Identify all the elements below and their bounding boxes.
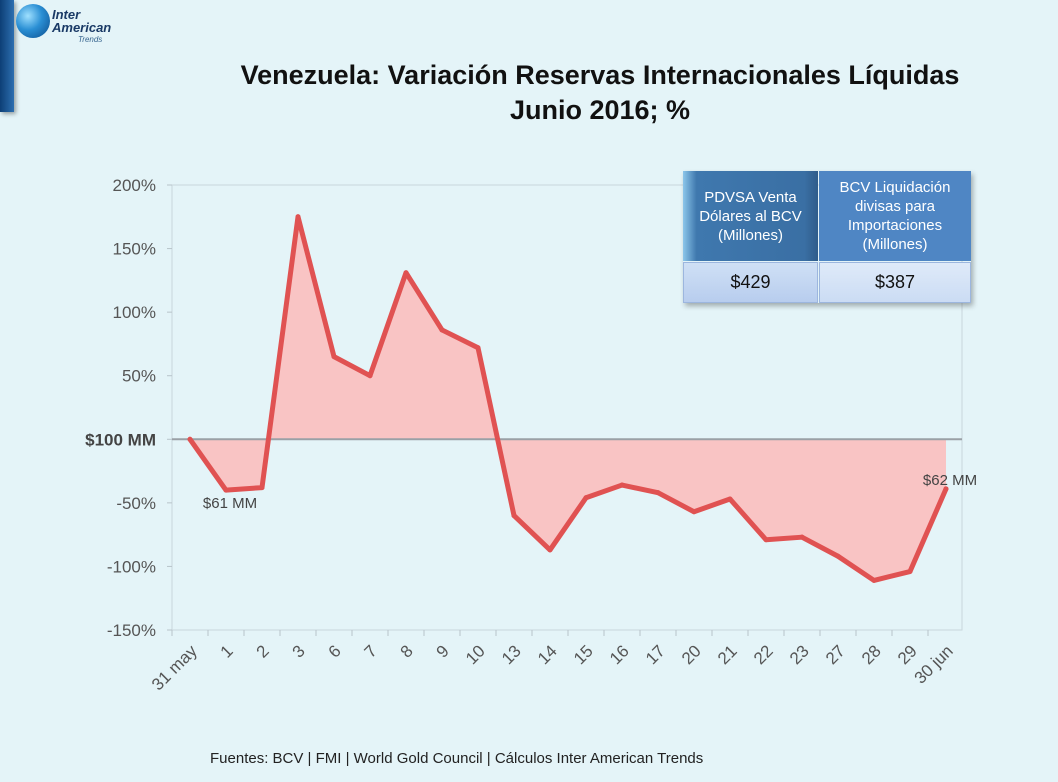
y-tick-label: -100% [107,557,156,576]
data-point [727,496,733,502]
data-point [403,270,409,276]
x-tick-label: 15 [570,641,597,668]
source-note: Fuentes: BCV | FMI | World Gold Council … [210,750,704,767]
data-point [439,327,445,333]
logo-text-trends: Trends [78,35,103,44]
data-point [907,569,913,575]
x-tick-label: 30 jun [911,641,957,687]
y-tick-label: $100 MM [85,430,156,449]
data-point [295,214,301,220]
area-fill [190,216,946,581]
data-point [871,577,877,583]
table-value-bcv: $387 [819,262,971,303]
x-tick-label: 21 [714,641,741,668]
x-tick-label: 1 [217,641,237,661]
data-point [331,354,337,360]
data-line [187,214,949,583]
flows-table: PDVSA Venta Dólares al BCV (Millones) BC… [683,171,971,303]
x-tick-label: 16 [606,641,633,668]
table-header-pdvsa: PDVSA Venta Dólares al BCV (Millones) [683,171,818,261]
globe-icon [16,4,50,38]
data-point [619,482,625,488]
y-tick-label: -150% [107,621,156,640]
title-line-1: Venezuela: Variación Reservas Internacio… [240,60,960,90]
x-tick-label: 28 [858,641,885,668]
x-tick-label: 31 may [148,641,201,694]
x-tick-label: 10 [462,641,489,668]
logo-bar [0,0,14,112]
x-tick-label: 20 [678,641,705,668]
data-point [475,345,481,351]
y-tick-label: 50% [122,367,156,386]
chart-title: Venezuela: Variación Reservas Internacio… [160,58,1040,128]
data-point [835,553,841,559]
data-point [367,373,373,379]
title-line-2: Junio 2016; % [509,95,691,125]
data-point [943,486,949,492]
data-point [691,509,697,515]
data-annotation: $62 MM [923,472,977,489]
x-tick-label: 9 [433,641,453,661]
x-tick-label: 3 [289,641,309,661]
logo-text-american: American [52,20,112,35]
table-value-pdvsa: $429 [683,262,818,303]
y-tick-label: 200% [113,176,156,195]
data-point [799,534,805,540]
x-tick-label: 14 [534,641,561,668]
x-tick-label: 2 [253,641,273,661]
x-tick-label: 23 [786,641,813,668]
logo-text-inter: Inter [52,7,81,22]
x-tick-label: 27 [822,641,849,668]
data-point [511,513,517,519]
x-tick-label: 7 [361,641,381,661]
data-point [655,490,661,496]
y-tick-label: 100% [113,303,156,322]
x-tick-label: 13 [498,641,525,668]
table-header-bcv: BCV Liquidación divisas para Importacion… [819,171,971,261]
x-tick-label: 22 [750,641,777,668]
x-tick-label: 29 [894,641,921,668]
data-point [583,495,589,501]
y-tick-label: -50% [116,494,156,513]
x-tick-label: 8 [397,641,417,661]
data-point [547,547,553,553]
data-point [223,487,229,493]
data-point [259,485,265,491]
data-annotation: $61 MM [203,495,257,512]
inter-american-trends-logo: Inter American Trends [16,4,126,46]
x-tick-label: 6 [325,641,345,661]
y-tick-label: 150% [113,240,156,259]
data-point [763,537,769,543]
x-tick-label: 17 [642,641,669,668]
data-point [187,436,193,442]
